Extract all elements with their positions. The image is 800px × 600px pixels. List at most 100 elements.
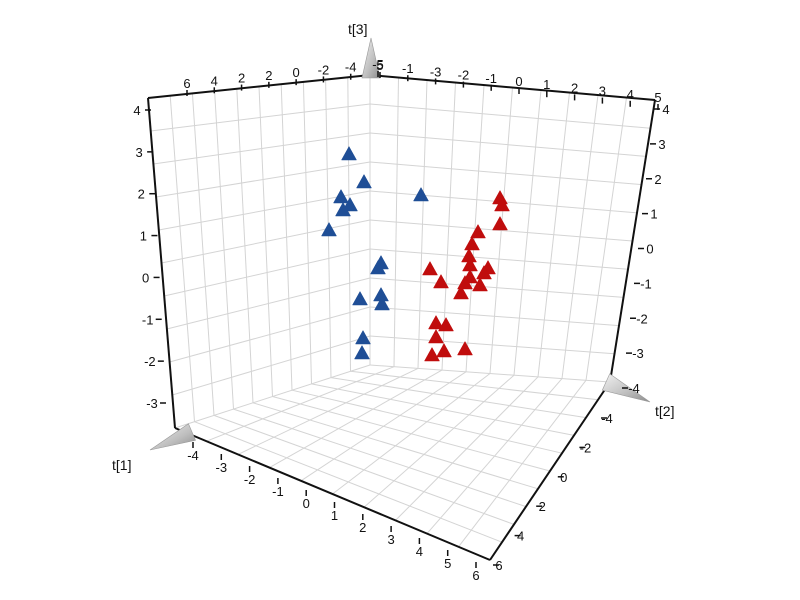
t3-right-tick-label: 3	[658, 137, 665, 152]
data-point-red	[422, 261, 438, 276]
data-point-red	[436, 343, 452, 358]
t1-axis-title: t[1]	[112, 457, 131, 473]
t2-top-tick-label: -2	[458, 68, 470, 83]
data-points	[321, 146, 510, 362]
data-point-blue	[321, 222, 337, 237]
left-wall-gridline-vertical	[214, 91, 234, 410]
t3-left-tick-label: 3	[136, 145, 143, 160]
t3-left-tick-label: -1	[142, 312, 154, 327]
t3-right-tick-label: -2	[636, 311, 648, 326]
box-edge-t1	[174, 364, 371, 429]
data-point-red	[438, 317, 454, 332]
t3-axis-arrow-icon	[361, 37, 381, 79]
data-point-red	[424, 347, 440, 362]
left-wall-gridline-vertical	[191, 93, 215, 416]
t2-front-tick-label: 0	[560, 470, 567, 485]
t3-right-tick-label: 4	[662, 102, 669, 117]
t3-right-tick-label: -4	[628, 381, 640, 396]
data-point-red	[457, 341, 473, 356]
right-wall-gridline-horizontal	[369, 132, 647, 157]
data-point-red	[470, 224, 486, 239]
data-point-blue	[356, 174, 372, 189]
data-point-blue	[355, 330, 371, 345]
data-point-blue	[374, 296, 390, 311]
axis-line-right-vertical	[609, 99, 656, 383]
axis-line-left-vertical	[147, 97, 176, 429]
t1-front-tick-label: -2	[244, 472, 256, 487]
t1-front-tick-label: 3	[387, 532, 394, 547]
t1-front-tick-label: -3	[216, 460, 228, 475]
data-point-red	[428, 315, 444, 330]
t1-front-tick-label: 4	[416, 544, 423, 559]
t1-front-tick-label: 5	[444, 556, 451, 571]
t2-top-tick-label: -1	[402, 61, 414, 76]
t3-left-tick-label: 0	[142, 270, 149, 285]
t2-front-tick-label: -2	[580, 440, 592, 455]
t1-top-tick-label: 2	[265, 68, 272, 83]
floor-gridline	[213, 414, 515, 525]
left-wall-gridline-horizontal	[156, 161, 371, 198]
t1-axis-arrow-icon	[149, 423, 196, 451]
data-point-blue	[333, 189, 349, 204]
t2-top-tick-label: 4	[627, 87, 634, 102]
t2-top-tick-label: -3	[430, 64, 442, 79]
t3-right-tick-label: 1	[650, 207, 657, 222]
t1-top-tick-label: -2	[318, 62, 330, 77]
t1-top-tick-label: 6	[183, 76, 190, 91]
data-point-blue	[352, 291, 368, 306]
left-wall-gridline-horizontal	[158, 190, 371, 231]
floor-gridline	[233, 408, 527, 508]
t2-front-tick-label: -4	[601, 411, 613, 426]
data-point-red	[472, 277, 488, 292]
t2-axis-title: t[2]	[655, 403, 674, 419]
left-wall-gridline-vertical	[169, 95, 195, 422]
t1-top-tick-label: -5	[372, 57, 384, 72]
t1-top-tick-label: 0	[293, 65, 300, 80]
t2-front-tick-label: 2	[539, 499, 546, 514]
t2-top-tick-label: 1	[543, 77, 550, 92]
right-wall-gridline-horizontal	[369, 103, 651, 129]
t2-front-tick-label: 4	[517, 529, 524, 544]
t3-left-tick-label: 1	[140, 229, 147, 244]
right-wall-gridline-horizontal	[369, 161, 642, 186]
right-wall-gridline-vertical	[513, 89, 542, 376]
t3-right-tick-label: 0	[646, 242, 653, 257]
floor-gridline	[332, 373, 491, 495]
t2-top-tick-label: 0	[515, 74, 522, 89]
t1-top-tick-label: -4	[345, 60, 357, 75]
data-point-red	[433, 274, 449, 289]
t1-front-tick-label: 0	[303, 496, 310, 511]
axis-lines	[147, 37, 656, 561]
data-point-blue	[342, 197, 358, 212]
data-point-blue	[335, 202, 351, 217]
data-point-red	[453, 285, 469, 300]
t2-top-tick-label: -1	[485, 71, 497, 86]
t2-top-tick-label: 3	[599, 84, 606, 99]
grid-lines	[150, 75, 651, 548]
t3-left-tick-label: -3	[146, 396, 158, 411]
t1-front-tick-label: 1	[331, 508, 338, 523]
t2-top-tick-label: 5	[654, 90, 661, 105]
data-point-red	[492, 216, 508, 231]
axis-line-t1-front	[174, 427, 491, 561]
t1-top-tick-label: 2	[238, 71, 245, 86]
t1-front-tick-label: 6	[472, 568, 479, 583]
t3-left-tick-label: 4	[133, 103, 140, 118]
floor-gridline	[426, 378, 563, 534]
t2-top-tick-label: 2	[571, 80, 578, 95]
data-point-blue	[341, 146, 357, 161]
t3-right-tick-label: -3	[632, 346, 644, 361]
t3-right-tick-label: 2	[654, 172, 661, 187]
t1-front-tick-label: 2	[359, 520, 366, 535]
left-wall-gridline-horizontal	[161, 219, 371, 264]
data-point-red	[494, 197, 510, 212]
t1-top-tick-label: 4	[211, 73, 218, 88]
box-edge-t2	[369, 364, 611, 383]
right-wall-gridline-vertical	[561, 94, 599, 379]
data-point-blue	[370, 260, 386, 275]
t2-top-tick-label: 5	[376, 58, 383, 73]
left-wall-gridline-vertical	[236, 88, 254, 403]
